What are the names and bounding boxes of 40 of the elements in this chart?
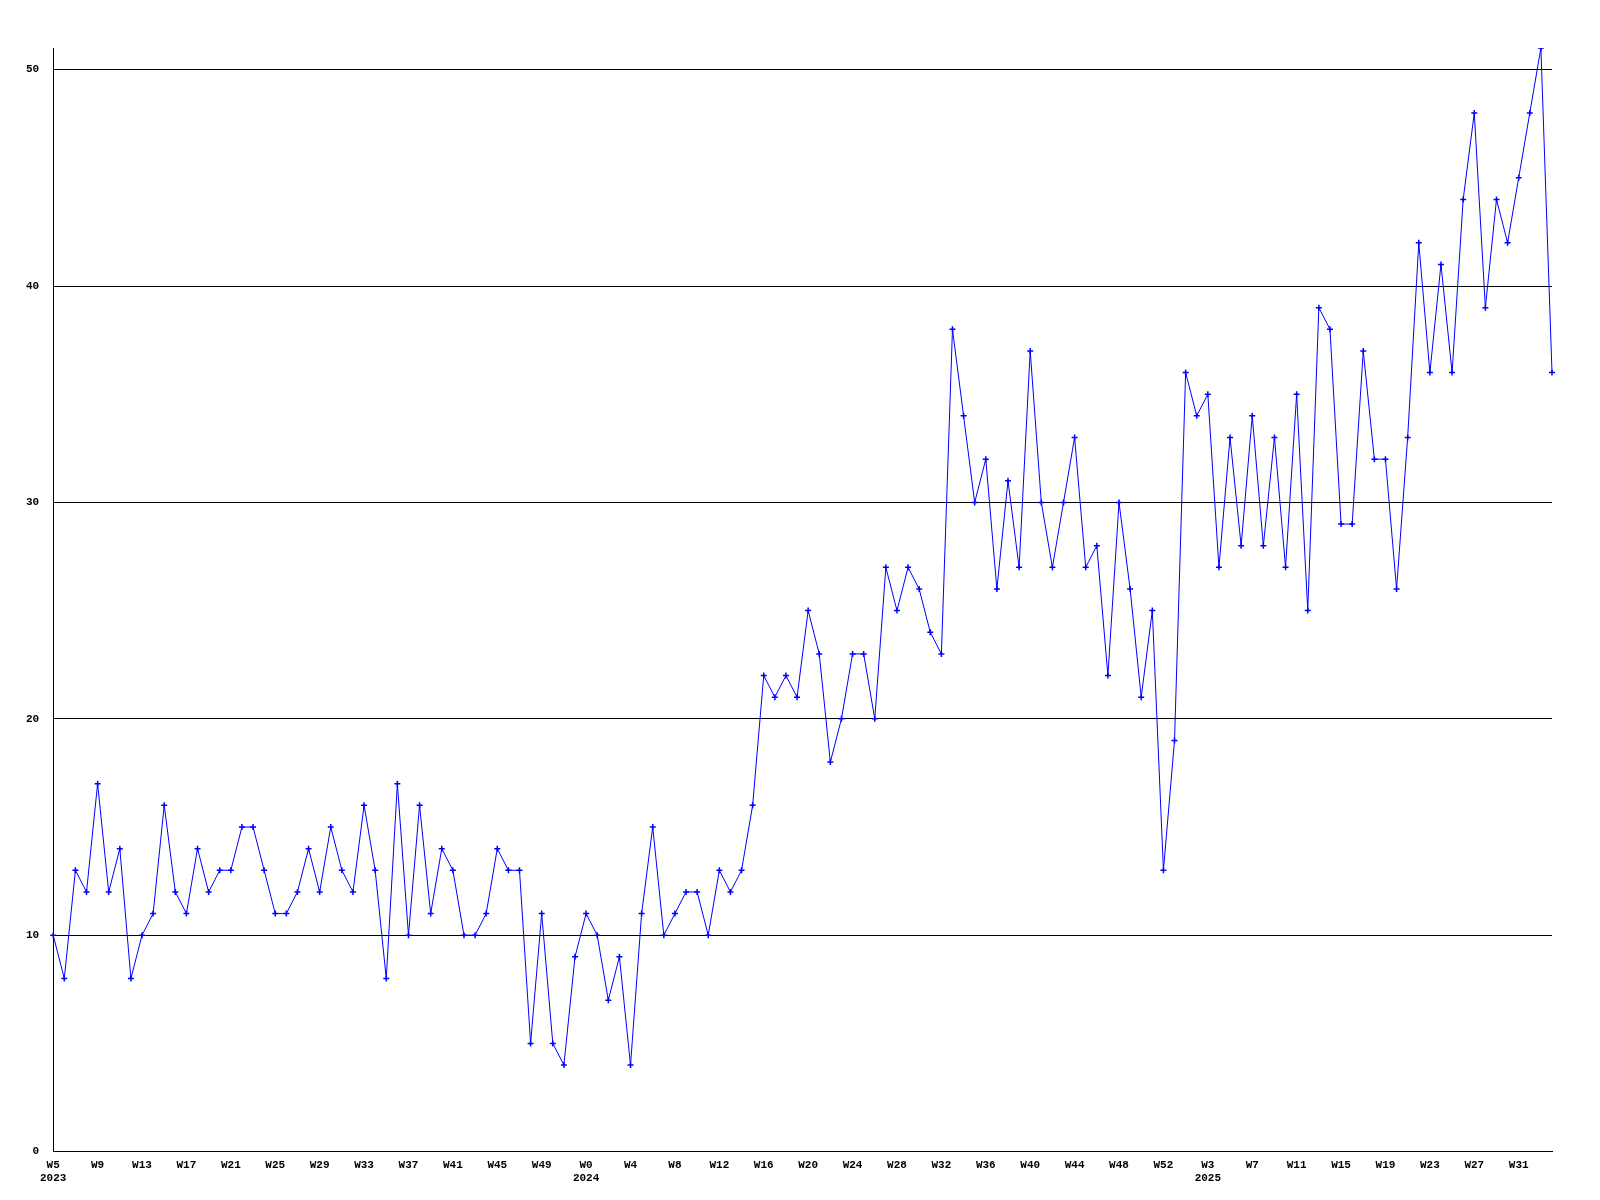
x-tick-label: W0 2024 [572, 1158, 600, 1185]
x-tick-label: W45 [487, 1158, 508, 1171]
x-tick-label: W24 [842, 1158, 863, 1171]
x-tick-label: W11 [1286, 1158, 1307, 1171]
x-tick-label: W13 [132, 1158, 153, 1171]
y-tick-label: 0 [32, 1145, 40, 1158]
x-tick-label: W48 [1109, 1158, 1130, 1171]
x-tick-label: W52 [1153, 1158, 1174, 1171]
x-tick-label: W16 [753, 1158, 774, 1171]
x-tick-label: W5 2023 [40, 1158, 67, 1185]
x-tick-label: W37 [398, 1158, 419, 1171]
x-tick-label: W7 [1245, 1158, 1259, 1171]
x-tick-label: W32 [931, 1158, 952, 1171]
x-tick-label: W4 [623, 1158, 638, 1171]
x-tick-label: W31 [1508, 1158, 1529, 1171]
x-tick-label: W12 [709, 1158, 730, 1171]
x-tick-label: W19 [1375, 1158, 1396, 1171]
x-tick-label: W29 [309, 1158, 330, 1171]
x-tick-label: W33 [354, 1158, 375, 1171]
x-tick-label: W23 [1419, 1158, 1441, 1171]
x-tick-label: W15 [1331, 1158, 1352, 1171]
x-tick-label: W49 [531, 1158, 552, 1171]
x-tick-label: W20 [798, 1158, 819, 1171]
y-tick-label: 40 [26, 279, 40, 292]
x-tick-label: W27 [1464, 1158, 1485, 1171]
x-tick-label: W17 [176, 1158, 197, 1171]
y-tick-label: 20 [26, 712, 40, 725]
x-tick-label: W41 [442, 1158, 464, 1171]
x-tick-label: W3 2025 [1194, 1158, 1222, 1185]
x-tick-label: W25 [265, 1158, 286, 1171]
x-tick-label: W44 [1064, 1158, 1085, 1171]
y-tick-label: 50 [26, 63, 40, 76]
x-tick-label: W40 [1020, 1158, 1041, 1171]
y-tick-label: 30 [26, 496, 40, 509]
x-tick-label: W28 [887, 1158, 908, 1171]
x-tick-label: W36 [975, 1158, 996, 1171]
x-tick-label: W9 [91, 1158, 105, 1171]
y-tick-label: 10 [26, 928, 40, 941]
x-tick-label: W8 [668, 1158, 682, 1171]
x-tick-label: W21 [220, 1158, 242, 1171]
